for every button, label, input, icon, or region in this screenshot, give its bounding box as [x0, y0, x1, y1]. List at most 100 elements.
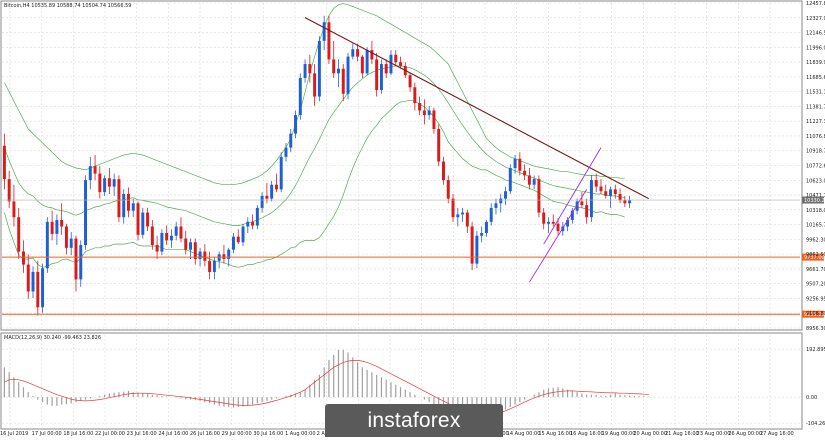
- candle-bear: [580, 201, 584, 206]
- candle-bull: [566, 219, 570, 227]
- candle-bear: [599, 186, 603, 192]
- price-tick-label: 10318.00: [806, 208, 825, 214]
- price-tick-label: 9106.80: [806, 311, 825, 317]
- candle-bull: [480, 232, 484, 236]
- candle-bull: [241, 226, 245, 243]
- candle-bear: [437, 129, 441, 162]
- candle-bear: [17, 217, 21, 252]
- candle-bear: [155, 245, 159, 252]
- candle-bull: [389, 54, 393, 74]
- price-tag-label: 9105.20: [804, 312, 825, 318]
- indicator-tick-label: 0.00: [806, 395, 817, 401]
- candle-bear: [332, 59, 336, 74]
- candle-bull: [198, 251, 202, 259]
- candles: [2, 15, 632, 316]
- candle-bear: [179, 226, 183, 239]
- candle-bull: [79, 245, 83, 280]
- main-pane-border: [0, 0, 803, 331]
- time-tick-label: 14 Aug 00:00: [507, 431, 541, 437]
- time-tick-label: 19 Aug 00:00: [602, 431, 636, 437]
- price-tick-label: 11685.69: [806, 75, 825, 81]
- candle-bear: [93, 166, 97, 174]
- price-tick-label: 10772.65: [806, 164, 825, 170]
- candle-bear: [327, 22, 331, 60]
- candle-bear: [98, 173, 102, 193]
- candle-bear: [126, 193, 130, 211]
- candle-bull: [212, 260, 216, 272]
- candle-bear: [594, 180, 598, 187]
- candle-bear: [64, 226, 68, 248]
- candle-bull: [499, 198, 503, 204]
- candle-bull: [255, 207, 259, 226]
- price-tick-label: 9256.95: [806, 296, 825, 302]
- candle-bull: [169, 235, 173, 241]
- candle-bull: [189, 242, 193, 250]
- candle-bear: [7, 179, 11, 202]
- candle-bull: [303, 64, 307, 78]
- candle-bear: [408, 75, 412, 88]
- time-tick-label: 15 Aug 16:00: [538, 431, 572, 437]
- candle-bull: [504, 191, 508, 199]
- candle-bear: [523, 170, 527, 176]
- candle-bear: [418, 103, 422, 111]
- candle-bear: [399, 62, 403, 66]
- candle-bear: [556, 223, 560, 232]
- price-tick-label: 10165.70: [806, 223, 825, 229]
- candle-bear: [356, 49, 360, 57]
- price-tick-label: 11996.04: [806, 45, 825, 51]
- price-axis: 12457.80 12327.06 12146.55 11996.04 11839.99…: [806, 1, 825, 332]
- candle-bull: [174, 226, 178, 236]
- channel-line: [529, 189, 588, 283]
- price-tick-label: 9661.70: [806, 267, 825, 273]
- candle-bear: [413, 87, 417, 104]
- candle-bear: [613, 189, 617, 194]
- candle-bull: [575, 201, 579, 211]
- candle-bull: [322, 22, 326, 41]
- candle-bull: [609, 189, 613, 196]
- candle-bear: [394, 54, 398, 63]
- candle-bull: [365, 50, 369, 74]
- price-tick-label: 11381.78: [806, 104, 825, 110]
- candle-bear: [12, 201, 16, 218]
- candle-bear: [26, 264, 30, 292]
- candle-bear: [551, 221, 555, 224]
- candle-bear: [107, 178, 111, 187]
- candle-bull: [461, 212, 465, 215]
- bb-lower-line: [4, 99, 625, 268]
- candle-bear: [542, 212, 546, 224]
- candle-bull: [270, 184, 274, 199]
- candle-bull: [346, 56, 350, 94]
- candle-bull: [508, 168, 512, 192]
- candle-bear: [208, 260, 212, 272]
- candle-bear: [518, 158, 522, 171]
- candle-bear: [623, 200, 627, 204]
- candle-bull: [246, 221, 250, 227]
- candle-bull: [160, 232, 164, 252]
- candle-bear: [360, 56, 364, 74]
- indicator-grid: [2, 335, 800, 427]
- candle-bull: [427, 110, 431, 116]
- candle-bear: [384, 64, 388, 74]
- candle-bear: [265, 195, 269, 199]
- candle-bear: [193, 242, 197, 259]
- candle-bull: [628, 200, 632, 204]
- price-tag-box: [802, 253, 824, 261]
- price-tick-label: 9862.50: [806, 252, 825, 258]
- macd-signal-line: [4, 360, 649, 416]
- candle-bull: [294, 115, 298, 134]
- candle-bear: [527, 175, 531, 185]
- time-tick-label: 20 Aug 00:00: [633, 431, 667, 437]
- candle-bear: [165, 232, 169, 241]
- candle-bear: [117, 179, 121, 218]
- candle-bear: [50, 221, 54, 234]
- candle-bear: [236, 236, 240, 243]
- price-tick-label: 10623.05: [806, 178, 825, 184]
- candle-bear: [432, 110, 436, 130]
- price-tag-box: [802, 310, 824, 318]
- price-tick-label: 11076.86: [806, 134, 825, 140]
- candle-bull: [45, 221, 49, 269]
- time-tick-label: 23 Aug 00:00: [697, 431, 731, 437]
- candle-bull: [284, 147, 288, 157]
- indicator-tick-label: 192.895: [806, 347, 825, 353]
- candle-bull: [298, 77, 302, 116]
